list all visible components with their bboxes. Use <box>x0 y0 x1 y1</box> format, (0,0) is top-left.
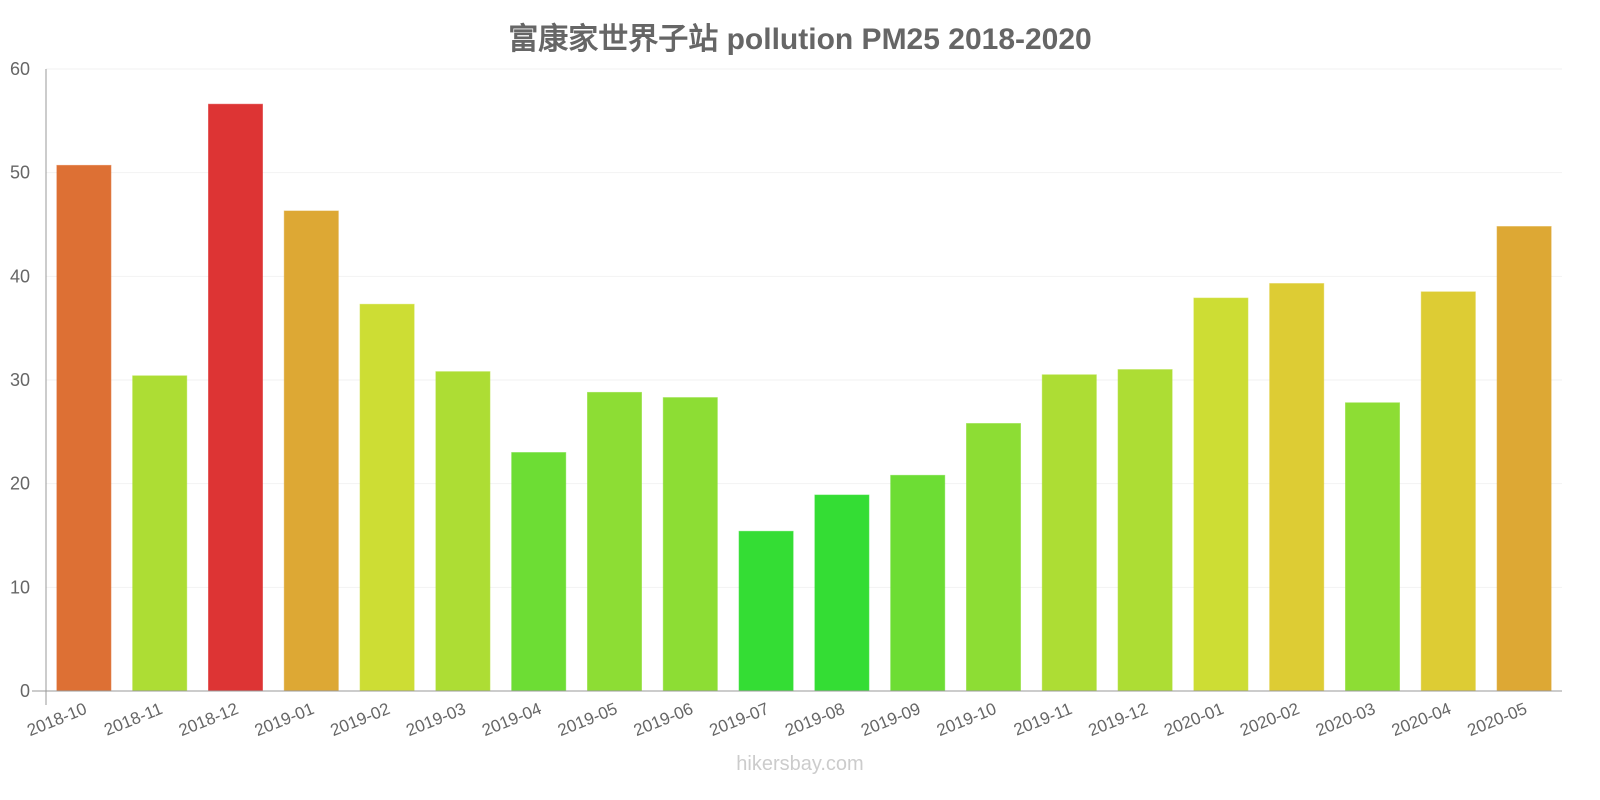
bar-2020-03[interactable] <box>1345 402 1400 692</box>
bars <box>56 103 1552 692</box>
x-tick-label: 2020-04 <box>1389 699 1454 740</box>
bar-2018-11[interactable] <box>132 375 188 692</box>
y-tick-label: 60 <box>10 59 30 79</box>
y-tick-label: 50 <box>10 163 30 183</box>
bar-2020-02[interactable] <box>1269 283 1325 692</box>
x-tick-label: 2019-01 <box>252 699 317 740</box>
bar-2019-05[interactable] <box>587 391 642 692</box>
bar-2018-10[interactable] <box>56 164 112 692</box>
y-tick-label: 30 <box>10 370 30 390</box>
bar-2019-01[interactable] <box>283 210 339 692</box>
bar-2019-10[interactable] <box>966 423 1021 692</box>
x-tick-label: 2018-10 <box>24 699 89 740</box>
bar-2019-09[interactable] <box>890 474 946 692</box>
bar-2019-08[interactable] <box>814 494 870 692</box>
x-tick-label: 2020-01 <box>1161 699 1226 740</box>
y-tick-label: 40 <box>10 266 30 286</box>
bar-2019-07[interactable] <box>738 530 794 692</box>
x-tick-label: 2019-09 <box>858 699 923 740</box>
gridlines <box>46 68 1562 588</box>
x-tick-label: 2019-11 <box>1011 699 1075 740</box>
bar-2019-06[interactable] <box>662 397 718 692</box>
axes <box>32 69 1562 705</box>
x-tick-label: 2018-12 <box>176 699 241 740</box>
bar-2019-12[interactable] <box>1117 369 1173 692</box>
x-axis-ticks: 2018-10 2018-11 2018-12 2019-01 2019-02 2019-… <box>24 699 1529 740</box>
bar-2019-04[interactable] <box>511 452 567 692</box>
y-tick-label: 10 <box>10 577 30 597</box>
x-tick-label: 2020-02 <box>1237 699 1302 740</box>
bar-2020-05[interactable] <box>1496 226 1552 692</box>
x-tick-label: 2019-04 <box>479 699 544 740</box>
x-tick-label: 2019-03 <box>403 699 468 740</box>
bar-2019-02[interactable] <box>359 303 415 692</box>
bar-2020-01[interactable] <box>1193 297 1249 692</box>
y-axis-ticks: 0 10 20 30 40 50 60 <box>10 59 30 701</box>
x-tick-label: 2019-08 <box>782 699 847 740</box>
y-tick-label: 0 <box>20 681 30 701</box>
x-tick-label: 2019-05 <box>555 699 620 740</box>
chart-title: 富康家世界子站 pollution PM25 2018-2020 <box>508 23 1092 56</box>
x-tick-label: 2020-05 <box>1465 699 1530 740</box>
bar-2020-04[interactable] <box>1420 291 1476 692</box>
x-tick-label: 2019-02 <box>328 699 393 740</box>
y-tick-label: 20 <box>10 474 30 494</box>
x-tick-label: 2019-12 <box>1086 699 1151 740</box>
x-tick-label: 2018-11 <box>101 699 165 740</box>
x-tick-label: 2020-03 <box>1313 699 1378 740</box>
x-tick-label: 2019-06 <box>631 699 696 740</box>
x-tick-label: 2019-07 <box>707 699 772 740</box>
bar-2019-03[interactable] <box>435 371 491 692</box>
bar-2019-11[interactable] <box>1041 374 1097 692</box>
bar-2018-12[interactable] <box>208 103 263 692</box>
x-tick-label: 2019-10 <box>934 699 999 740</box>
watermark: hikersbay.com <box>736 753 864 775</box>
